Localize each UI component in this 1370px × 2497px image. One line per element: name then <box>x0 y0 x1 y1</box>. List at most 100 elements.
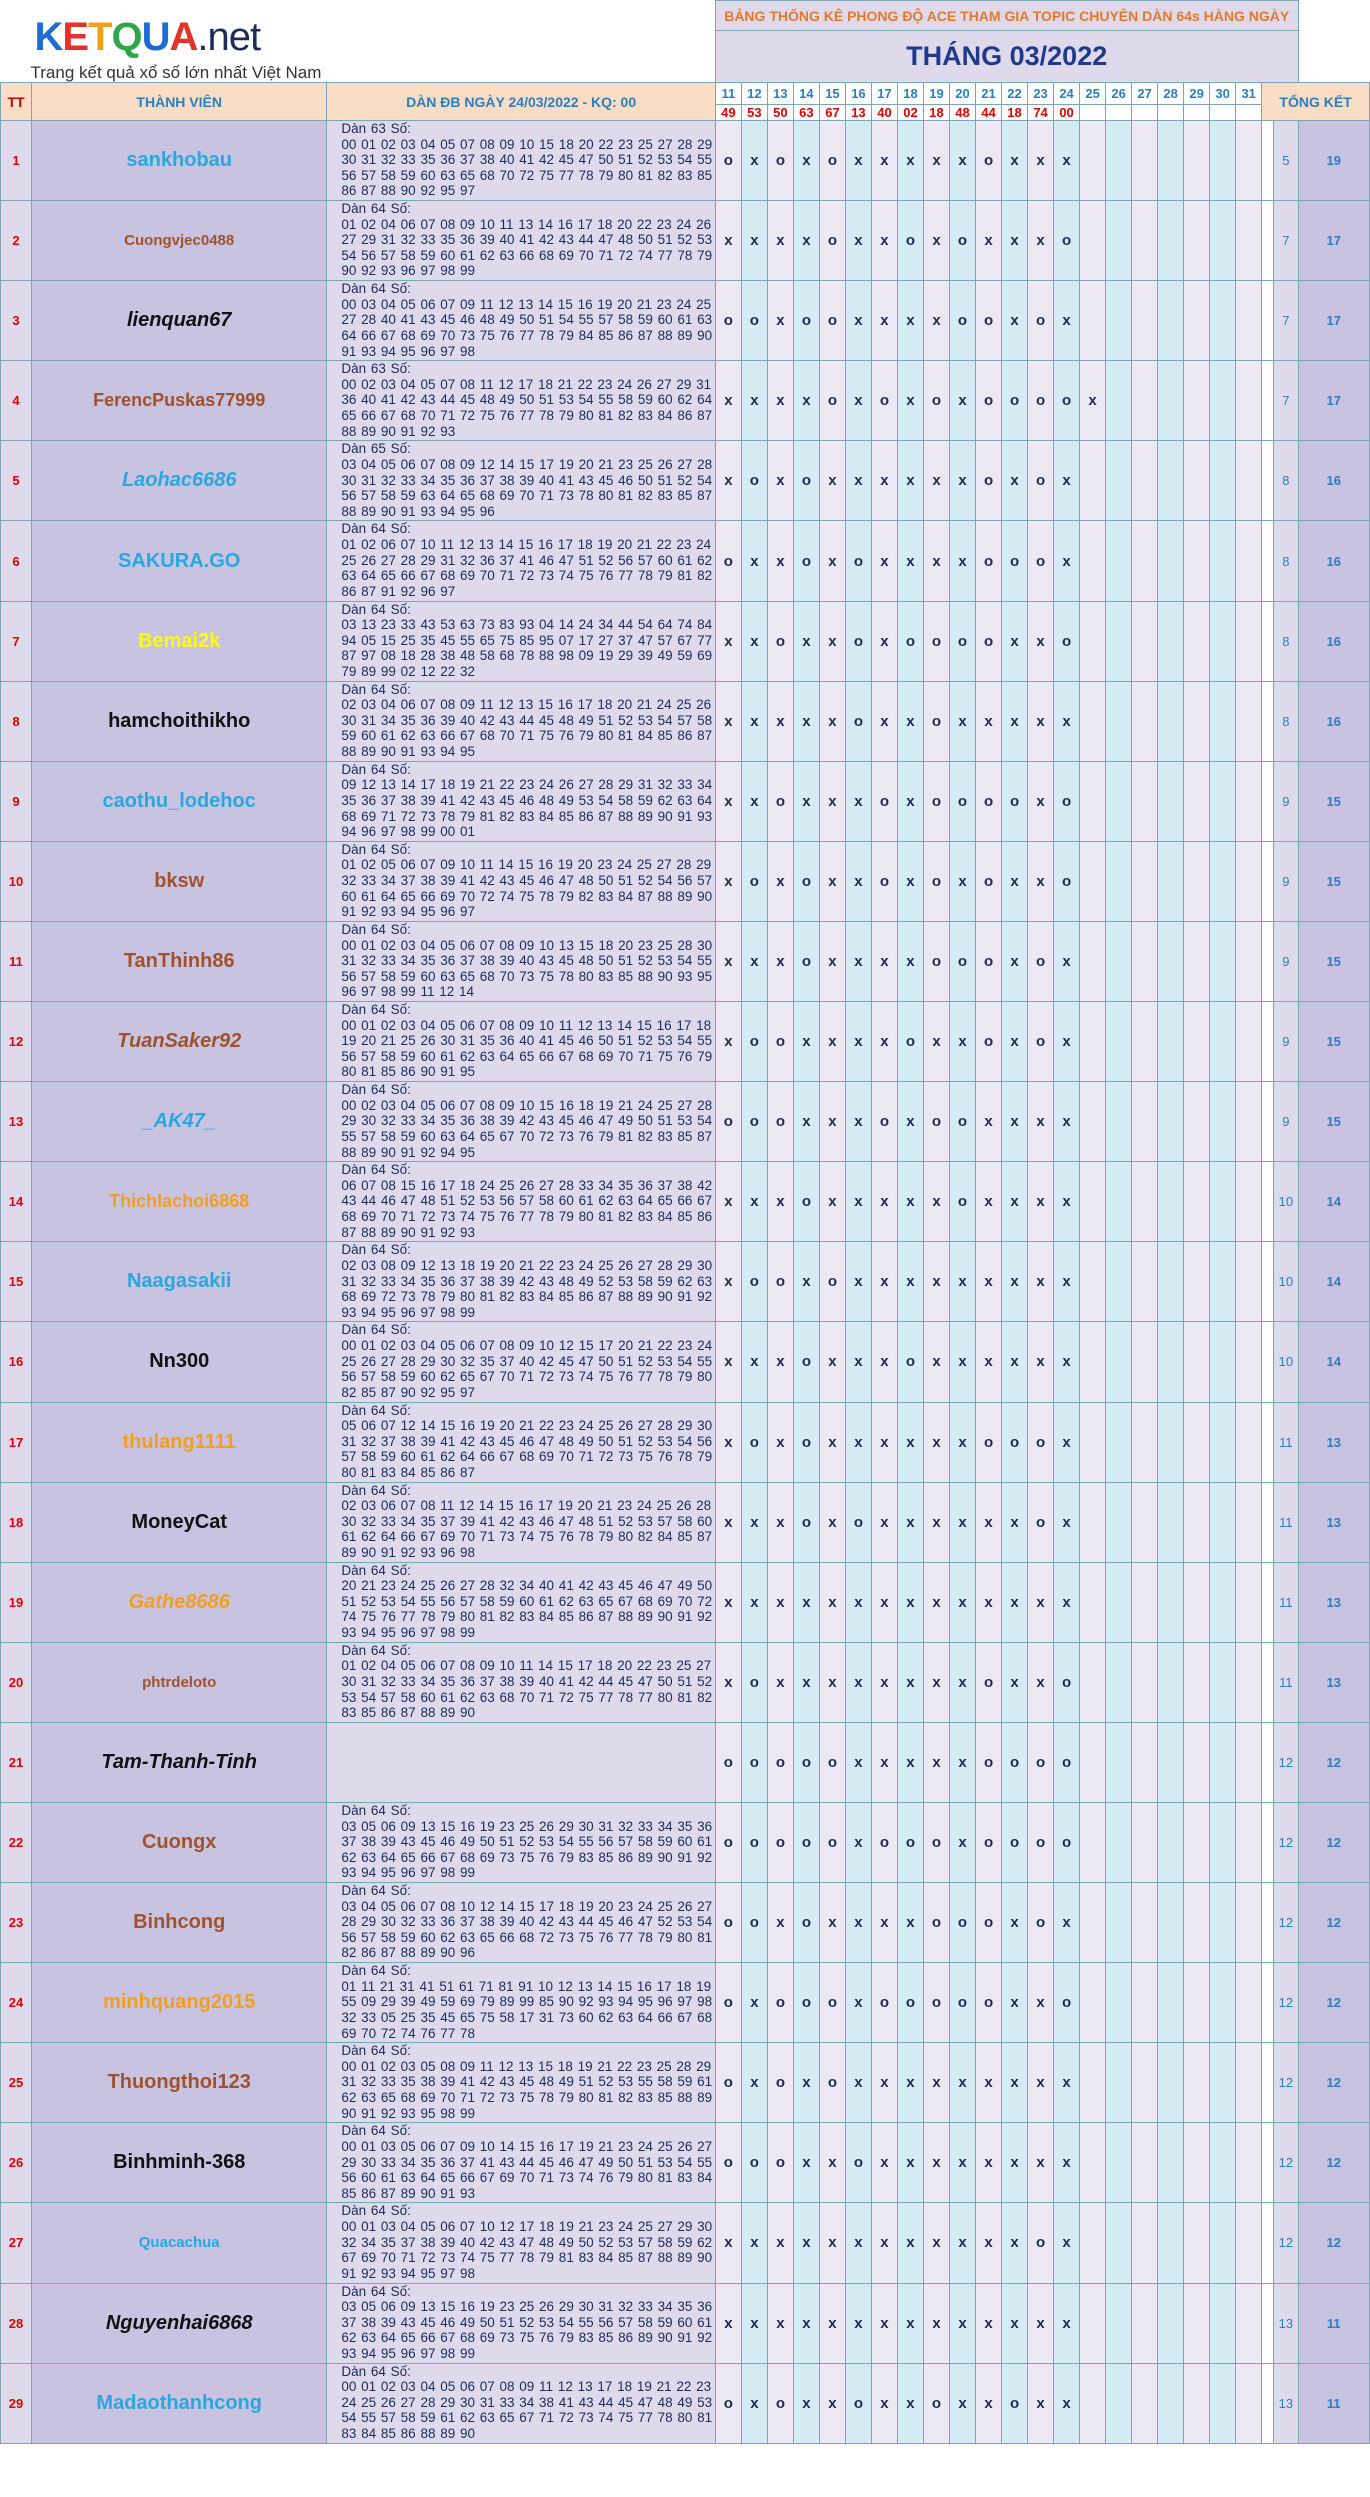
member-name[interactable]: thulang1111 <box>31 1401 328 1483</box>
number-set-text: Dàn 64 Số: 01 02 05 06 07 09 10 11 14 15… <box>341 841 713 920</box>
member-name[interactable]: _AK47_ <box>31 1081 328 1163</box>
day-result-mark: x <box>818 520 846 602</box>
member-name[interactable]: Cuongvjec0488 <box>31 200 328 282</box>
member-name[interactable]: TuanSaker92 <box>31 1001 328 1083</box>
day-result-mark <box>1079 2362 1107 2444</box>
day-result-mark <box>1079 600 1107 682</box>
number-set: Dàn 64 Số: 00 03 04 05 06 07 09 11 12 13… <box>326 280 716 362</box>
member-name[interactable]: SAKURA.GO <box>31 520 328 602</box>
spacer <box>1261 2362 1275 2444</box>
member-name[interactable]: Madaothanhcong <box>31 2362 328 2444</box>
day-result-mark <box>1183 840 1211 922</box>
member-name[interactable]: Thuongthoi123 <box>31 2042 328 2124</box>
member-name[interactable]: Gathe8686 <box>31 1561 328 1643</box>
day-header: 20 <box>948 82 977 105</box>
member-name[interactable]: Nn300 <box>31 1321 328 1403</box>
hit-count: 9 <box>1273 840 1299 922</box>
day-result-mark: x <box>1053 1161 1081 1243</box>
day-result-mark: x <box>844 360 872 442</box>
number-set-text: Dàn 63 Số: 00 01 02 03 04 05 07 08 09 10… <box>341 121 713 199</box>
site-logo[interactable]: KETQUA.net Trang kết quả xổ số lớn nhất … <box>0 0 716 83</box>
member-name[interactable]: phtrdeloto <box>31 1641 328 1723</box>
number-set-text: Dàn 64 Số: 01 11 21 31 41 51 61 71 81 91… <box>341 1963 713 2041</box>
member-name[interactable]: bksw <box>31 840 328 922</box>
member-name[interactable]: Binhcong <box>31 1882 328 1964</box>
table-row: 28 Nguyenhai6868 Dàn 64 Số: 03 05 06 09 13… <box>0 2282 1370 2364</box>
member-name[interactable]: Cuongx <box>31 1801 328 1884</box>
table-row: 6 SAKURA.GO Dàn 64 Số: 01 02 06 07 10 11 1… <box>0 520 1370 602</box>
day-result-mark: o <box>1053 760 1081 842</box>
member-name[interactable]: TanThinh86 <box>31 920 328 1003</box>
day-result-mark: o <box>948 1081 977 1163</box>
day-result-mark <box>1157 119 1185 202</box>
member-name[interactable]: caothu_lodehoc <box>31 760 328 842</box>
member-name[interactable]: MoneyCat <box>31 1481 328 1563</box>
day-result-mark <box>1183 1481 1211 1563</box>
day-result-mark: x <box>1001 920 1029 1003</box>
day-result-mark <box>1105 2042 1133 2124</box>
member-name[interactable]: Tam-Thanh-Tinh <box>31 1721 328 1803</box>
day-result-mark: o <box>844 2122 872 2204</box>
day-result-mark: x <box>818 760 846 842</box>
day-result-mark: x <box>870 1321 898 1403</box>
day-result-mark <box>1209 2362 1237 2444</box>
day-result-mark <box>1079 920 1107 1003</box>
day-result-mark: x <box>922 119 951 202</box>
result-value: 02 <box>896 104 924 121</box>
member-name[interactable]: Thichlachoi6868 <box>31 1161 328 1243</box>
row-number: 15 <box>0 1241 33 1323</box>
day-result-mark <box>1183 1962 1211 2044</box>
day-result-mark: x <box>818 1161 846 1243</box>
member-name[interactable]: minhquang2015 <box>31 1962 328 2044</box>
number-set: Dàn 64 Số: 00 01 03 05 06 07 09 10 14 15… <box>326 2122 716 2204</box>
day-result-mark: o <box>818 200 846 282</box>
day-result-mark: x <box>766 840 794 922</box>
day-result-mark: x <box>1001 600 1029 682</box>
day-result-mark: x <box>1027 1641 1055 1723</box>
day-result-mark: x <box>870 1641 898 1723</box>
day-result-mark <box>1183 1721 1211 1803</box>
day-result-mark <box>1235 1401 1263 1483</box>
member-name[interactable]: FerencPuskas77999 <box>31 360 328 442</box>
total-score: 14 <box>1297 1241 1370 1323</box>
member-name[interactable]: Naagasakii <box>31 1241 328 1323</box>
member-name[interactable]: Laohac6686 <box>31 440 328 522</box>
row-number: 7 <box>0 600 33 682</box>
day-result-mark: x <box>818 1081 846 1163</box>
day-result-mark <box>1183 1161 1211 1243</box>
day-result-mark <box>1209 520 1237 602</box>
member-name[interactable]: hamchoithikho <box>31 680 328 762</box>
number-set: Dàn 64 Số: 00 01 02 03 04 05 06 07 08 09… <box>326 920 716 1003</box>
day-result-mark <box>1131 1882 1159 1964</box>
day-result-mark: x <box>948 2202 977 2284</box>
day-result-mark <box>1183 200 1211 282</box>
member-name[interactable]: lienquan67 <box>31 280 328 362</box>
day-result-mark: x <box>1053 1321 1081 1403</box>
day-result-mark: x <box>714 2282 742 2364</box>
day-result-mark: o <box>740 1401 768 1483</box>
member-name[interactable]: sankhobau <box>31 119 328 202</box>
day-result-mark: o <box>792 1882 820 1964</box>
member-name[interactable]: Bemai2k <box>31 600 328 682</box>
day-result-mark <box>1235 1962 1263 2044</box>
day-result-mark <box>1105 440 1133 522</box>
day-result-mark: x <box>896 1161 924 1243</box>
day-result-mark <box>1131 1962 1159 2044</box>
day-result-mark <box>1235 119 1263 202</box>
day-result-mark: x <box>792 2362 820 2444</box>
number-set: Dàn 64 Số: 00 01 02 03 04 05 06 07 08 09… <box>326 1001 716 1083</box>
day-result-mark <box>1157 280 1185 362</box>
day-result-mark: x <box>792 1641 820 1723</box>
day-header: 18 <box>896 82 924 105</box>
row-number: 1 <box>0 119 33 202</box>
day-result-mark: o <box>870 360 898 442</box>
day-result-mark: o <box>766 1001 794 1083</box>
day-result-mark <box>1105 1081 1133 1163</box>
day-result-mark: x <box>948 680 977 762</box>
day-result-mark: o <box>818 1801 846 1884</box>
member-name[interactable]: Quacachua <box>31 2202 328 2284</box>
day-result-mark <box>1157 1001 1185 1083</box>
table-row: 9 caothu_lodehoc Dàn 64 Số: 09 12 13 14 17… <box>0 760 1370 842</box>
member-name[interactable]: Binhminh-368 <box>31 2122 328 2204</box>
member-name[interactable]: Nguyenhai6868 <box>31 2282 328 2364</box>
